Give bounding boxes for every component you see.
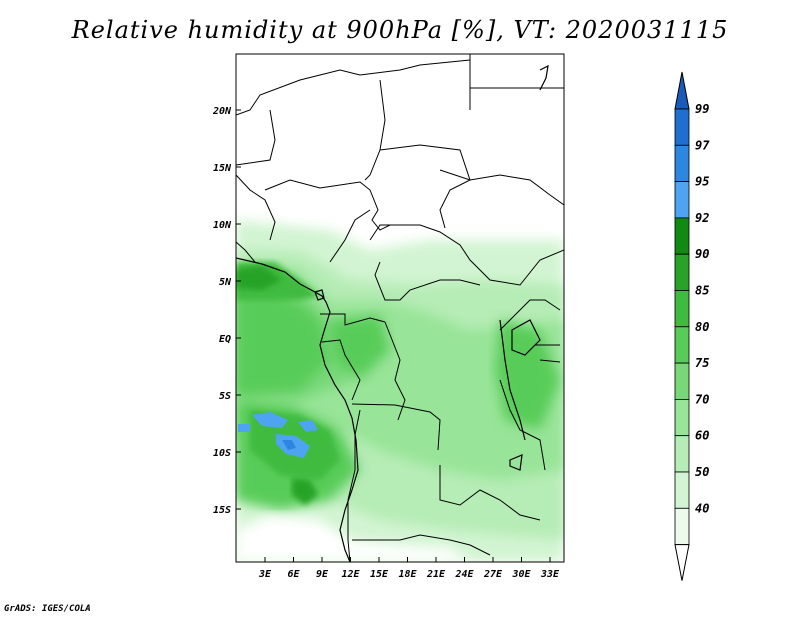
colorbar-label: 90 xyxy=(695,247,709,261)
longitude-axis: 3E 6E 9E 12E 15E 18E 21E 24E 27E 30E 33E xyxy=(258,557,560,580)
colorbar-label: 50 xyxy=(695,465,709,479)
map-frame xyxy=(235,53,565,563)
chart-title: Relative humidity at 900hPa [%], VT: 202… xyxy=(71,16,729,44)
country-borders xyxy=(236,54,564,562)
lon-label: 33E xyxy=(540,569,560,580)
colorbar-label: 75 xyxy=(695,356,709,370)
lon-label: 24E xyxy=(454,569,474,580)
colorbar-swatch xyxy=(674,181,690,219)
colorbar-swatch xyxy=(674,398,690,437)
lat-label: 15S xyxy=(213,505,231,516)
lat-label: 5N xyxy=(219,277,232,288)
grads-credit: GrADS: IGES/COLA xyxy=(4,604,91,614)
map-panel xyxy=(236,54,564,562)
lat-label: EQ xyxy=(219,334,231,345)
colorbar-label: 92 xyxy=(695,211,709,225)
colorbar-swatch xyxy=(674,108,690,146)
colorbar: 99 97 95 92 90 85 80 75 70 60 50 40 xyxy=(674,71,710,581)
colorbar-label: 99 xyxy=(695,102,709,116)
colorbar-swatch xyxy=(674,144,690,183)
lat-label: 15N xyxy=(213,163,232,174)
colorbar-swatch xyxy=(674,471,690,509)
colorbar-swatch xyxy=(674,217,690,255)
colorbar-label: 60 xyxy=(695,429,709,443)
lat-label: 5S xyxy=(219,391,231,402)
colorbar-swatch xyxy=(674,362,690,400)
colorbar-swatch xyxy=(674,435,690,473)
colorbar-label: 85 xyxy=(695,284,709,298)
colorbar-bottom-arrow xyxy=(674,544,690,581)
lon-label: 27E xyxy=(483,569,503,580)
colorbar-label: 80 xyxy=(695,320,709,334)
lon-label: 30E xyxy=(511,569,531,580)
lon-label: 21E xyxy=(426,569,446,580)
colorbar-label: 97 xyxy=(695,138,710,152)
colorbar-swatch xyxy=(674,507,690,545)
lon-label: 18E xyxy=(398,569,417,580)
lon-label: 9E xyxy=(316,569,329,580)
colorbar-label: 40 xyxy=(695,501,709,515)
colorbar-label: 70 xyxy=(695,392,709,406)
lat-label: 20N xyxy=(212,106,232,117)
lat-label: 10S xyxy=(213,448,231,459)
lon-label: 3E xyxy=(258,569,272,580)
lon-label: 15E xyxy=(370,569,389,580)
colorbar-top-arrow xyxy=(674,71,690,110)
latitude-axis: 20N 15N 10N 5N EQ 5S 10S 15S xyxy=(212,106,241,516)
lat-label: 10N xyxy=(213,220,232,231)
lon-label: 12E xyxy=(341,569,360,580)
colorbar-swatch xyxy=(674,326,690,364)
lon-label: 6E xyxy=(287,569,300,580)
colorbar-label: 95 xyxy=(695,175,709,189)
coastlines xyxy=(236,64,549,562)
colorbar-swatch xyxy=(674,253,690,291)
colorbar-swatch xyxy=(674,290,690,328)
